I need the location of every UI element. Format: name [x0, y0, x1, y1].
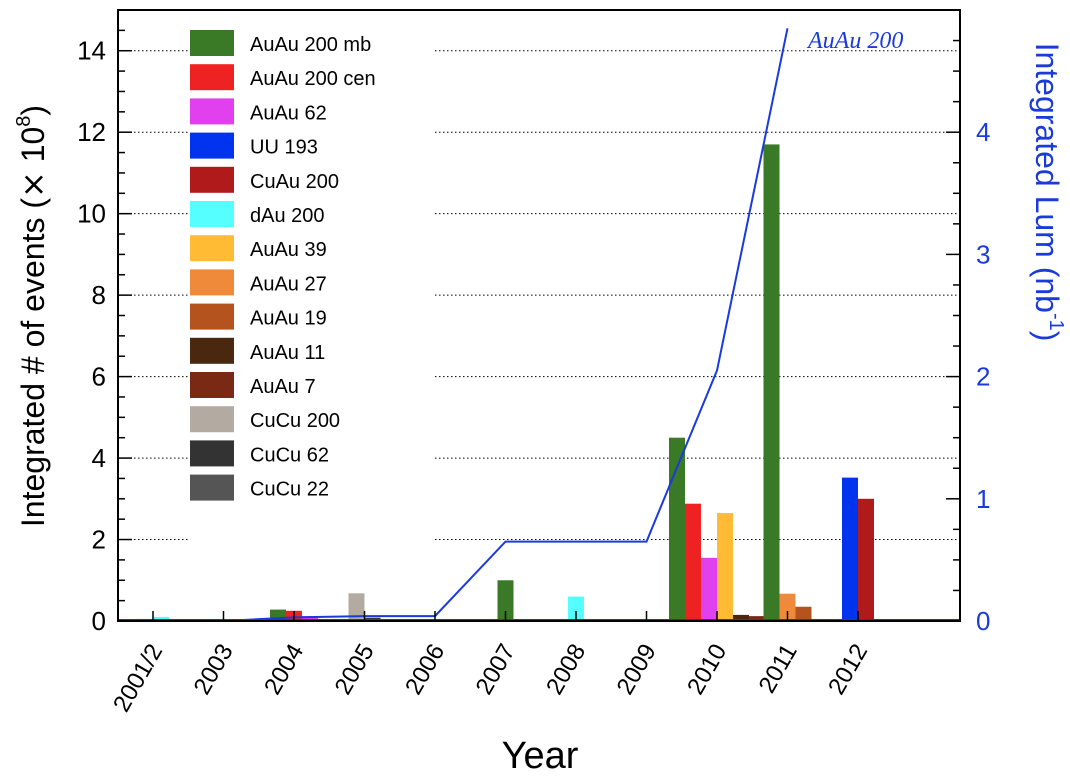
left-axis-title-base: 10 — [15, 127, 51, 171]
bar — [858, 498, 874, 621]
x-axis-tick-label: 2004 — [259, 640, 309, 700]
bar — [685, 503, 701, 621]
right-axis-tick-label: 1 — [976, 484, 990, 514]
left-axis-tick-label: 6 — [92, 362, 106, 392]
right-axis-tick-label: 0 — [976, 606, 990, 636]
bar — [763, 144, 780, 622]
legend: AuAu 200 mb AuAu 200 cen AuAu 62 UU 193 CuAu… — [190, 30, 376, 501]
x-axis: 2001/2 2003 2004 2005 2006 2007 2008 2009 2010 20… — [108, 611, 873, 717]
bar — [669, 437, 685, 621]
x-axis-title: Year — [502, 735, 579, 777]
left-axis-tick-label: 4 — [92, 443, 106, 473]
legend-label: UU 193 — [250, 137, 318, 159]
right-axis-title-text: Integrated Lum (nb — [1029, 43, 1065, 313]
left-axis-title-exponent: 8 — [13, 116, 35, 127]
legend-label: AuAu 200 cen — [250, 68, 376, 90]
bar — [153, 616, 169, 621]
plot-frame — [117, 9, 961, 622]
legend-label: AuAu 27 — [250, 273, 327, 295]
legend-label: AuAu 11 — [250, 342, 325, 364]
legend-swatch — [190, 269, 234, 296]
x-axis-tick-label: 2012 — [823, 640, 873, 700]
x-axis-tick-label: 2009 — [612, 640, 662, 700]
left-axis-tick-label: 8 — [92, 280, 106, 310]
legend-swatch — [190, 132, 234, 159]
legend-label: AuAu 7 — [250, 376, 316, 398]
x-axis-tick-label: 2007 — [471, 640, 521, 700]
bars — [118, 144, 960, 622]
x-axis-tick-label: 2010 — [682, 640, 732, 700]
bar — [701, 557, 717, 621]
luminosity-line — [153, 28, 789, 622]
left-axis-title-times: × — [14, 171, 52, 198]
grid — [118, 50, 960, 541]
bar — [270, 609, 286, 621]
bar — [733, 614, 749, 621]
legend-label: CuCu 22 — [250, 479, 329, 501]
legend-swatch — [190, 30, 234, 56]
legend-label: dAu 200 — [250, 205, 325, 227]
left-axis-title-text: Integrated # of events ( — [15, 198, 51, 527]
legend-label: CuCu 200 — [250, 410, 340, 432]
bar — [497, 580, 514, 621]
legend-swatch — [190, 440, 234, 467]
x-axis-tick-label: 2003 — [189, 640, 239, 700]
luminosity-line-label: AuAu 200 — [806, 28, 903, 54]
legend-swatch — [190, 201, 234, 227]
left-axis-tick-label: 12 — [77, 117, 106, 147]
x-axis-tick-label: 2001/2 — [108, 640, 168, 717]
x-axis-tick-label: 2006 — [400, 640, 450, 700]
bar — [717, 513, 733, 621]
x-axis-tick-label: 2005 — [330, 640, 380, 700]
bar — [779, 593, 796, 621]
legend-swatch — [190, 235, 234, 262]
right-axis-tick-label: 2 — [976, 362, 990, 392]
legend-swatch — [190, 64, 234, 91]
left-axis-tick-label: 0 — [92, 606, 106, 636]
left-axis-tick-label: 10 — [77, 199, 106, 229]
left-axis-tick-label: 14 — [77, 36, 106, 66]
bar — [348, 593, 365, 621]
left-axis-tick-label: 2 — [92, 525, 106, 555]
right-axis: 0 1 2 3 4 — [946, 9, 990, 636]
legend-label: CuAu 200 — [250, 171, 339, 193]
legend-label: AuAu 39 — [250, 239, 327, 261]
left-axis-title: Integrated # of events (× 108) — [13, 105, 52, 527]
legend-swatch — [190, 337, 234, 364]
legend-swatch — [190, 474, 234, 501]
bar — [568, 596, 584, 621]
bar — [302, 616, 318, 621]
legend-label: CuCu 62 — [250, 444, 329, 466]
legend-label: AuAu 62 — [250, 102, 327, 124]
legend-label: AuAu 19 — [250, 308, 327, 330]
bar — [795, 606, 812, 621]
luminosity-polyline — [153, 28, 789, 622]
right-axis-tick-label: 3 — [976, 239, 990, 269]
legend-swatch — [190, 303, 234, 330]
legend-swatch — [190, 372, 234, 398]
left-axis-title-close: ) — [15, 105, 51, 116]
right-axis-title: Integrated Lum (nb-1) — [1029, 43, 1067, 342]
right-axis-tick-label: 4 — [976, 117, 990, 147]
bar — [842, 477, 858, 621]
legend-swatch — [190, 166, 234, 193]
legend-swatch — [190, 406, 234, 433]
right-axis-title-close: ) — [1029, 331, 1065, 342]
left-axis: 0 2 4 6 8 10 12 14 — [77, 9, 132, 636]
legend-label: AuAu 200 mb — [250, 34, 371, 56]
legend-swatch — [190, 98, 234, 125]
x-axis-tick-label: 2011 — [754, 640, 803, 698]
x-axis-tick-label: 2008 — [541, 640, 591, 700]
right-axis-title-exponent: -1 — [1045, 313, 1067, 331]
bar — [749, 616, 765, 621]
